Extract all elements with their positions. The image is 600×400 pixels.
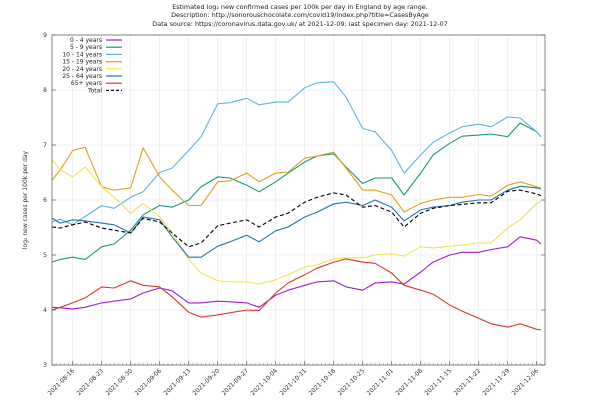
x-tick-label: 2021-11-01: [366, 367, 396, 397]
chart-title: Estimated log₂ new confirmed cases per 1…: [0, 3, 600, 28]
x-tick-label: 2021-11-29: [482, 367, 512, 397]
y-tick-label: 4: [43, 307, 47, 314]
x-tick-label: 2021-08-30: [105, 367, 135, 397]
title-line-2: Description: http://sonorouschocolate.co…: [171, 11, 429, 20]
x-tick-label: 2021-09-27: [221, 367, 251, 397]
x-tick-label: 2021-09-20: [192, 367, 222, 397]
y-tick-label: 5: [43, 252, 47, 259]
series-line-15-19-years: [51, 146, 542, 213]
x-tick-label: 2021-10-04: [250, 367, 280, 397]
x-tick-label: 2021-11-08: [395, 367, 425, 397]
series-line-20-24-years: [51, 159, 542, 285]
x-tick-label: 2021-10-18: [308, 367, 338, 397]
x-tick-label: 2021-10-25: [337, 367, 367, 397]
legend-label-5-9-years: 5 - 9 years: [70, 44, 102, 51]
x-tick-label: 2021-11-15: [424, 367, 454, 397]
series-line-0-4-years: [51, 236, 542, 310]
series-line-5-9-years: [51, 122, 542, 263]
x-tick-label: 2021-11-22: [453, 367, 483, 397]
x-tick-label: 2021-09-06: [134, 367, 164, 397]
y-tick-label: 7: [43, 142, 47, 149]
legend-label-15-19-years: 15 - 19 years: [62, 59, 102, 66]
x-tick-label: 2021-08-23: [76, 367, 106, 397]
x-tick-label: 2021-12-06: [511, 367, 541, 397]
axes: 2021-08-16 2021-08-23 2021-08-30 2021-09-06…: [43, 32, 546, 397]
series-line-total: [51, 189, 542, 248]
legend-label-25-64-years: 25 - 64 years: [62, 73, 102, 80]
y-axis-label: log₂ new cases per 100k per day: [22, 150, 29, 249]
series-lines: [51, 81, 542, 331]
title-line-3: Data source: https://coronavirus.data.go…: [152, 19, 448, 28]
legend-label-10-14-years: 10 - 14 years: [62, 51, 102, 58]
legend-label-20-24-years: 20 - 24 years: [62, 66, 102, 73]
x-tick-label: 2021-10-11: [279, 367, 309, 397]
title-line-1: Estimated log₂ new confirmed cases per 1…: [172, 3, 428, 11]
legend-label-total: Total: [87, 87, 102, 94]
series-line-10-14-years: [51, 81, 542, 226]
y-tick-label: 3: [43, 362, 47, 369]
series-line-25-64-years: [51, 185, 542, 258]
y-tick-label: 8: [43, 87, 47, 94]
x-tick-label: 2021-08-16: [47, 367, 77, 397]
y-tick-label: 9: [43, 32, 47, 39]
legend-label-65-years: 65+ years: [71, 80, 102, 87]
series-line-65-years: [51, 258, 541, 331]
y-tick-label: 6: [43, 197, 47, 204]
x-tick-label: 2021-09-13: [163, 367, 193, 397]
legend-label-0-4-years: 0 - 4 years: [70, 37, 102, 44]
